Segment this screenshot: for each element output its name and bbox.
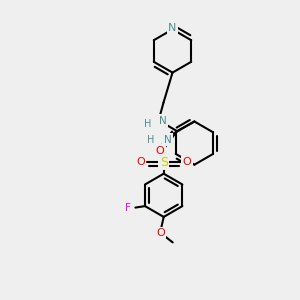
- Text: H: H: [144, 118, 152, 129]
- Text: N: N: [159, 116, 167, 126]
- Text: F: F: [125, 202, 131, 213]
- Text: N: N: [168, 23, 177, 33]
- Text: N: N: [164, 135, 171, 145]
- Text: O: O: [155, 146, 164, 156]
- Text: O: O: [136, 157, 145, 167]
- Text: S: S: [160, 156, 168, 169]
- Text: O: O: [182, 157, 191, 167]
- Text: O: O: [156, 228, 165, 239]
- Text: H: H: [147, 135, 155, 145]
